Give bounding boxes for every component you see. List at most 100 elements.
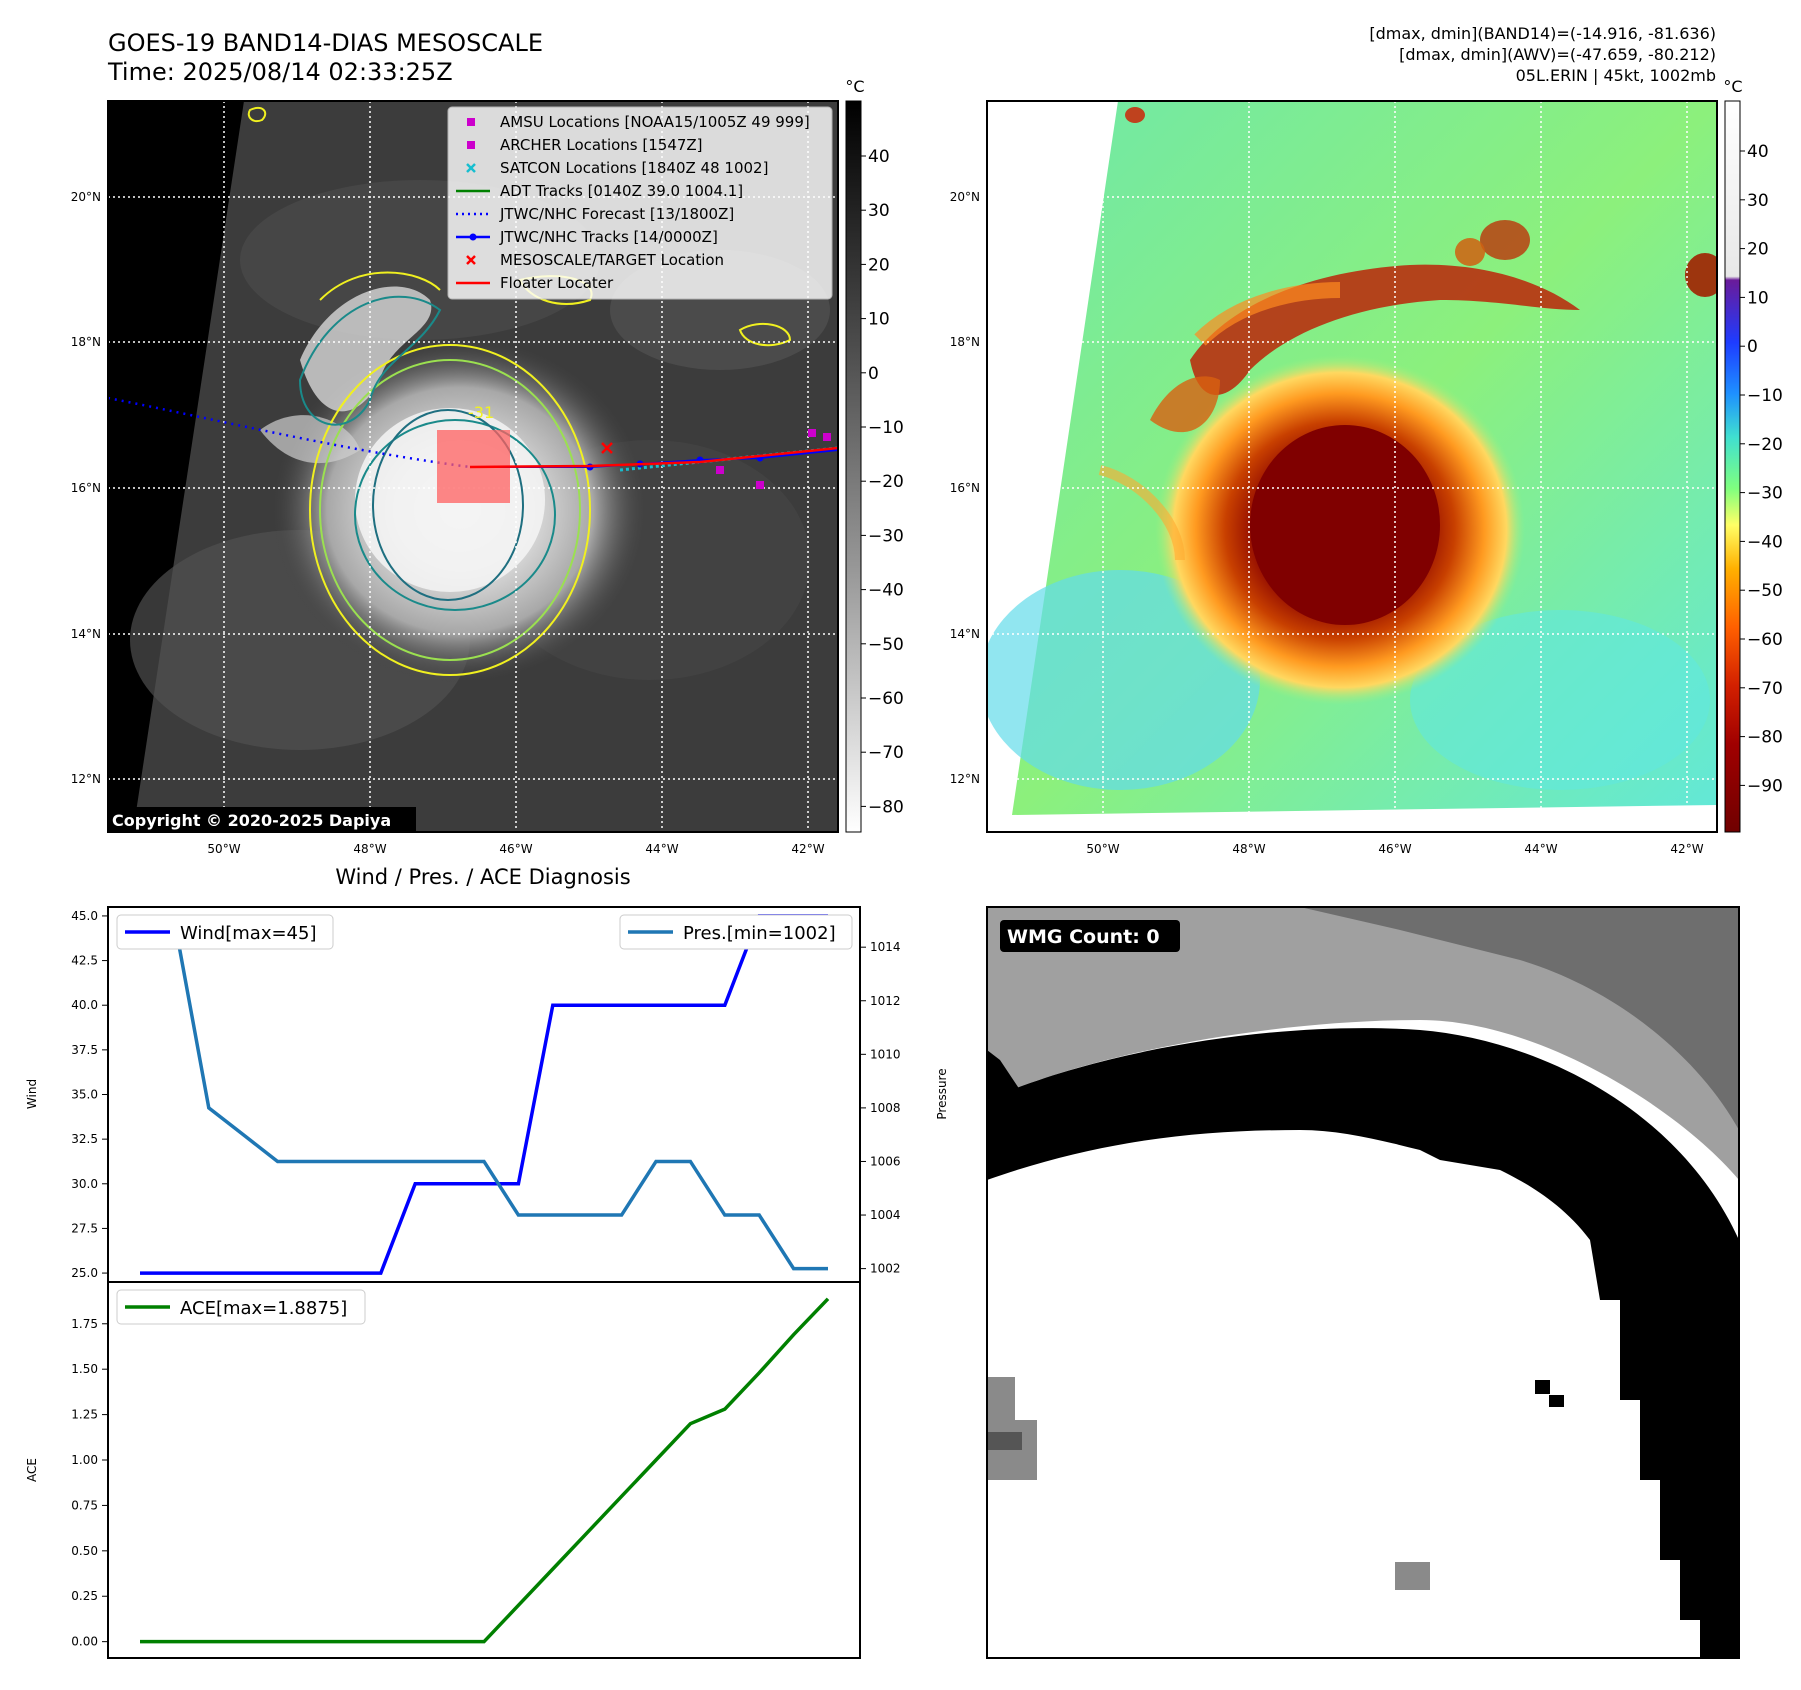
archer-marker bbox=[716, 466, 724, 474]
ir-cb-tick-label: −30 bbox=[868, 526, 904, 546]
ir-cb-tick-label: −50 bbox=[868, 635, 904, 655]
wind-ytick-label: 40.0 bbox=[71, 998, 98, 1012]
ir-lon-label: 48°W bbox=[353, 842, 386, 856]
wind-ytick-label: 37.5 bbox=[71, 1043, 98, 1057]
floater-track bbox=[469, 446, 838, 469]
pres-ytick-label: 1012 bbox=[870, 994, 901, 1008]
ace-series-line bbox=[140, 1297, 830, 1644]
wmg-panel: WMG Count: 0 bbox=[986, 906, 1740, 1659]
legend-entry: SATCON Locations [1840Z 48 1002] bbox=[466, 159, 768, 177]
enh-cb-tick-label: −30 bbox=[1747, 484, 1783, 504]
enh-cb-tick-label: −50 bbox=[1747, 581, 1783, 601]
ir-colorbar-unit: °C bbox=[845, 77, 864, 96]
ace-panel: 1.75 1.50 1.25 1.00 0.75 0.50 0.25 0.00 ACE ACE… bbox=[25, 1281, 861, 1659]
enh-lon-label: 48°W bbox=[1232, 842, 1265, 856]
wind-ytick-label: 30.0 bbox=[71, 1177, 98, 1191]
legend-square-icon bbox=[467, 118, 475, 126]
enh-lat-label: 20°N bbox=[950, 190, 980, 204]
wind-series-line bbox=[140, 914, 828, 1275]
enh-cb-tick-label: 10 bbox=[1747, 288, 1769, 308]
enh-gridlines bbox=[987, 101, 1717, 832]
legend-x-icon bbox=[466, 255, 476, 265]
figure-title: GOES-19 BAND14-DIAS MESOSCALE bbox=[108, 29, 543, 57]
pres-ytick-label: 1008 bbox=[870, 1101, 901, 1115]
ace-ytick-label: 0.50 bbox=[71, 1544, 98, 1558]
enh-cb-tick-label: −60 bbox=[1747, 630, 1783, 650]
pres-ytick-label: 1014 bbox=[870, 940, 901, 954]
enh-colorbar-unit: °C bbox=[1723, 77, 1742, 96]
ir-colorbar: °C 40 30 20 10 0 −10 −20 −30 −40 −50 −60 −70 −80 bbox=[845, 77, 904, 833]
ace-ytick-label: 0.00 bbox=[71, 1635, 98, 1649]
wind-legend-label: Wind[max=45] bbox=[180, 923, 317, 944]
pressure-legend-label: Pres.[min=1002] bbox=[683, 923, 836, 944]
ir-lon-label: 42°W bbox=[791, 842, 824, 856]
enh-lat-label: 12°N bbox=[950, 772, 980, 786]
wind-legend: Wind[max=45] bbox=[116, 914, 334, 950]
archer-marker-2 bbox=[756, 481, 764, 489]
ir-cb-tick-label: 30 bbox=[868, 201, 890, 221]
contour-label: -31 bbox=[468, 403, 494, 422]
ace-ytick-label: 0.75 bbox=[71, 1498, 98, 1512]
ir-lat-label: 16°N bbox=[71, 481, 101, 495]
figure-time: Time: 2025/08/14 02:33:25Z bbox=[107, 58, 453, 86]
target-marker bbox=[601, 442, 613, 454]
diagnosis-title: Wind / Pres. / ACE Diagnosis bbox=[335, 865, 630, 889]
ace-ylabel: ACE bbox=[25, 1458, 39, 1482]
enh-colorbar: °C 40 30 20 10 0 −10 −20 −30 −40 −50 −60 −70 −80 −90 bbox=[1723, 77, 1783, 833]
pres-ytick-label: 1004 bbox=[870, 1208, 901, 1222]
ir-cb-tick-label: −10 bbox=[868, 418, 904, 438]
ir-cb-tick-label: −40 bbox=[868, 581, 904, 601]
enh-lon-labels: 50°W 48°W 46°W 44°W 42°W bbox=[1086, 842, 1703, 856]
ir-lat-label: 14°N bbox=[71, 627, 101, 641]
enh-lon-label: 44°W bbox=[1524, 842, 1557, 856]
legend-label: MESOSCALE/TARGET Location bbox=[500, 251, 724, 269]
pres-ytick-label: 1006 bbox=[870, 1154, 901, 1168]
ir-lon-label: 50°W bbox=[207, 842, 240, 856]
enh-cb-tick-label: −20 bbox=[1747, 435, 1783, 455]
enh-lat-label: 16°N bbox=[950, 481, 980, 495]
pressure-legend: Pres.[min=1002] bbox=[619, 914, 853, 950]
ir-cb-tick-label: −60 bbox=[868, 689, 904, 709]
enh-lon-label: 50°W bbox=[1086, 842, 1119, 856]
legend-label: JTWC/NHC Forecast [13/1800Z] bbox=[499, 205, 734, 223]
enh-cb-tick-label: −40 bbox=[1747, 532, 1783, 552]
wind-pressure-panel: 45.0 42.5 40.0 37.5 35.0 32.5 30.0 27.5 25.0 101… bbox=[25, 906, 949, 1283]
legend-label: AMSU Locations [NOAA15/1005Z 49 999] bbox=[500, 113, 810, 131]
ace-ytick-label: 1.00 bbox=[71, 1453, 98, 1467]
enh-cb-tick-label: 30 bbox=[1747, 191, 1769, 211]
forecast-track bbox=[108, 396, 471, 469]
enh-cb-tick-label: 40 bbox=[1747, 142, 1769, 162]
ace-ytick-label: 1.25 bbox=[71, 1408, 98, 1422]
ir-lon-labels: 50°W 48°W 46°W 44°W 42°W bbox=[207, 842, 824, 856]
ir-lon-label: 46°W bbox=[499, 842, 532, 856]
legend-entry: ADT Tracks [0140Z 39.0 1004.1] bbox=[456, 182, 743, 200]
enh-lat-label: 14°N bbox=[950, 627, 980, 641]
ir-cb-tick-label: 20 bbox=[868, 255, 890, 275]
ace-legend: ACE[max=1.8875] bbox=[116, 1289, 366, 1325]
stats-band14: [dmax, dmin](BAND14)=(-14.916, -81.636) bbox=[1369, 24, 1716, 43]
ir-cb-tick-label: −80 bbox=[868, 797, 904, 817]
enh-lat-label: 18°N bbox=[950, 335, 980, 349]
legend-entry: MESOSCALE/TARGET Location bbox=[466, 251, 724, 269]
enhanced-map bbox=[987, 101, 1717, 832]
ace-ytick-label: 0.25 bbox=[71, 1589, 98, 1603]
legend-square-icon bbox=[467, 141, 475, 149]
legend-entry: ARCHER Locations [1547Z] bbox=[467, 136, 703, 154]
amsu-marker-2 bbox=[823, 433, 831, 441]
legend-dot-icon bbox=[469, 233, 477, 241]
wind-ytick-label: 27.5 bbox=[71, 1221, 98, 1235]
legend-label: SATCON Locations [1840Z 48 1002] bbox=[500, 159, 768, 177]
pres-ytick-label: 1002 bbox=[870, 1262, 901, 1276]
pressure-series-line bbox=[140, 918, 828, 1271]
enh-cb-tick-label: −80 bbox=[1747, 728, 1783, 748]
enh-lon-label: 42°W bbox=[1670, 842, 1703, 856]
ir-lat-label: 12°N bbox=[71, 772, 101, 786]
map-legend: AMSU Locations [NOAA15/1005Z 49 999] ARCH… bbox=[447, 106, 833, 300]
enh-cb-tick-label: −10 bbox=[1747, 386, 1783, 406]
pressure-ylabel: Pressure bbox=[935, 1068, 949, 1119]
legend-entry: JTWC/NHC Tracks [14/0000Z] bbox=[456, 228, 718, 246]
enh-lon-label: 46°W bbox=[1378, 842, 1411, 856]
legend-x-icon bbox=[466, 163, 476, 173]
ace-legend-label: ACE[max=1.8875] bbox=[180, 1298, 347, 1319]
